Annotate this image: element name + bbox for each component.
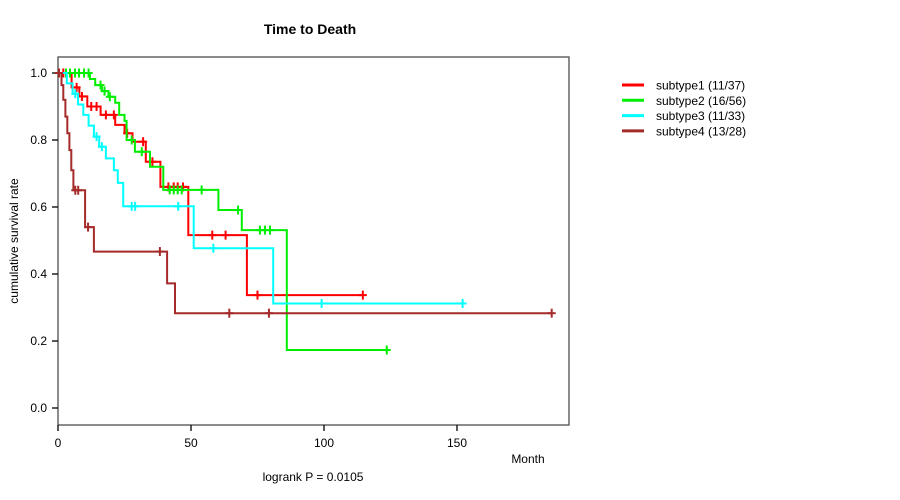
censor-mark-subtype3 bbox=[317, 298, 326, 308]
legend-item: subtype2 (16/56) bbox=[622, 94, 746, 108]
x-axis-label: Month bbox=[511, 452, 544, 466]
censor-mark-subtype1 bbox=[253, 290, 262, 300]
censor-mark-subtype3 bbox=[92, 132, 101, 142]
censor-mark-subtype1 bbox=[221, 230, 230, 240]
censor-mark-subtype2 bbox=[137, 147, 146, 157]
censor-mark-subtype2 bbox=[177, 185, 186, 195]
y-tick-label: 0.2 bbox=[30, 334, 47, 348]
survival-curves bbox=[55, 68, 556, 355]
censor-mark-subtype2 bbox=[197, 185, 206, 195]
legend: subtype1 (11/37)subtype2 (16/56)subtype3… bbox=[622, 79, 746, 138]
censor-mark-subtype2 bbox=[266, 225, 275, 235]
legend-label: subtype1 (11/37) bbox=[656, 79, 745, 93]
censor-mark-subtype3 bbox=[209, 243, 218, 253]
censor-mark-subtype1 bbox=[77, 91, 86, 101]
censor-mark-subtype2 bbox=[234, 205, 243, 215]
censor-mark-subtype3 bbox=[131, 201, 140, 211]
censor-mark-subtype4 bbox=[155, 247, 164, 257]
censor-mark-subtype3 bbox=[174, 201, 183, 211]
censor-mark-subtype2 bbox=[127, 135, 136, 145]
censor-mark-subtype3 bbox=[458, 298, 467, 308]
logrank-p-annotation: logrank P = 0.0105 bbox=[263, 470, 364, 484]
censor-mark-subtype3 bbox=[71, 89, 80, 99]
censor-mark-subtype4 bbox=[264, 308, 273, 318]
legend-item: subtype3 (11/33) bbox=[622, 109, 745, 123]
legend-item: subtype1 (11/37) bbox=[622, 79, 745, 93]
x-tick-label: 100 bbox=[314, 436, 334, 450]
chart-title: Time to Death bbox=[264, 21, 356, 37]
censor-mark-subtype1 bbox=[72, 82, 81, 92]
censor-mark-subtype1 bbox=[208, 230, 217, 240]
censor-mark-subtype2 bbox=[84, 68, 93, 78]
censor-mark-subtype4 bbox=[74, 185, 83, 195]
y-tick-label: 1.0 bbox=[30, 66, 47, 80]
censor-mark-subtype1 bbox=[109, 110, 118, 120]
y-tick-label: 0.6 bbox=[30, 200, 47, 214]
censor-mark-subtype4 bbox=[55, 68, 64, 78]
plot-frame bbox=[57, 56, 570, 426]
x-tick-label: 50 bbox=[184, 436, 198, 450]
censor-mark-subtype2 bbox=[100, 86, 109, 96]
y-tick-label: 0.4 bbox=[30, 267, 47, 281]
censor-mark-subtype2 bbox=[96, 80, 105, 90]
legend-label: subtype4 (13/28) bbox=[656, 124, 746, 138]
survival-curve-subtype1 bbox=[58, 72, 363, 297]
censor-mark-subtype1 bbox=[358, 290, 367, 300]
censor-mark-subtype2 bbox=[382, 345, 391, 355]
x-tick-label: 150 bbox=[447, 436, 467, 450]
censor-mark-subtype4 bbox=[547, 308, 556, 318]
axis-ticks: 0 50 100 150 0.0 0.2 0.4 0.6 0.8 1.0 bbox=[30, 66, 467, 450]
censor-mark-subtype1 bbox=[139, 137, 148, 147]
x-tick-label: 0 bbox=[55, 436, 62, 450]
survival-curve-subtype4 bbox=[58, 72, 552, 315]
legend-item: subtype4 (13/28) bbox=[622, 124, 746, 138]
censor-mark-subtype4 bbox=[84, 222, 93, 232]
legend-label: subtype3 (11/33) bbox=[656, 109, 745, 123]
censor-mark-subtype1 bbox=[92, 102, 101, 111]
censor-mark-subtype1 bbox=[101, 110, 110, 120]
y-tick-label: 0.8 bbox=[30, 133, 47, 147]
y-tick-label: 0.0 bbox=[30, 401, 47, 415]
censor-mark-subtype3 bbox=[97, 142, 106, 152]
censor-mark-subtype4 bbox=[225, 308, 234, 318]
censor-mark-subtype2 bbox=[105, 92, 114, 102]
legend-label: subtype2 (16/56) bbox=[656, 94, 746, 108]
plot-box bbox=[57, 56, 570, 426]
y-axis-label: cumulative survival rate bbox=[7, 178, 21, 304]
